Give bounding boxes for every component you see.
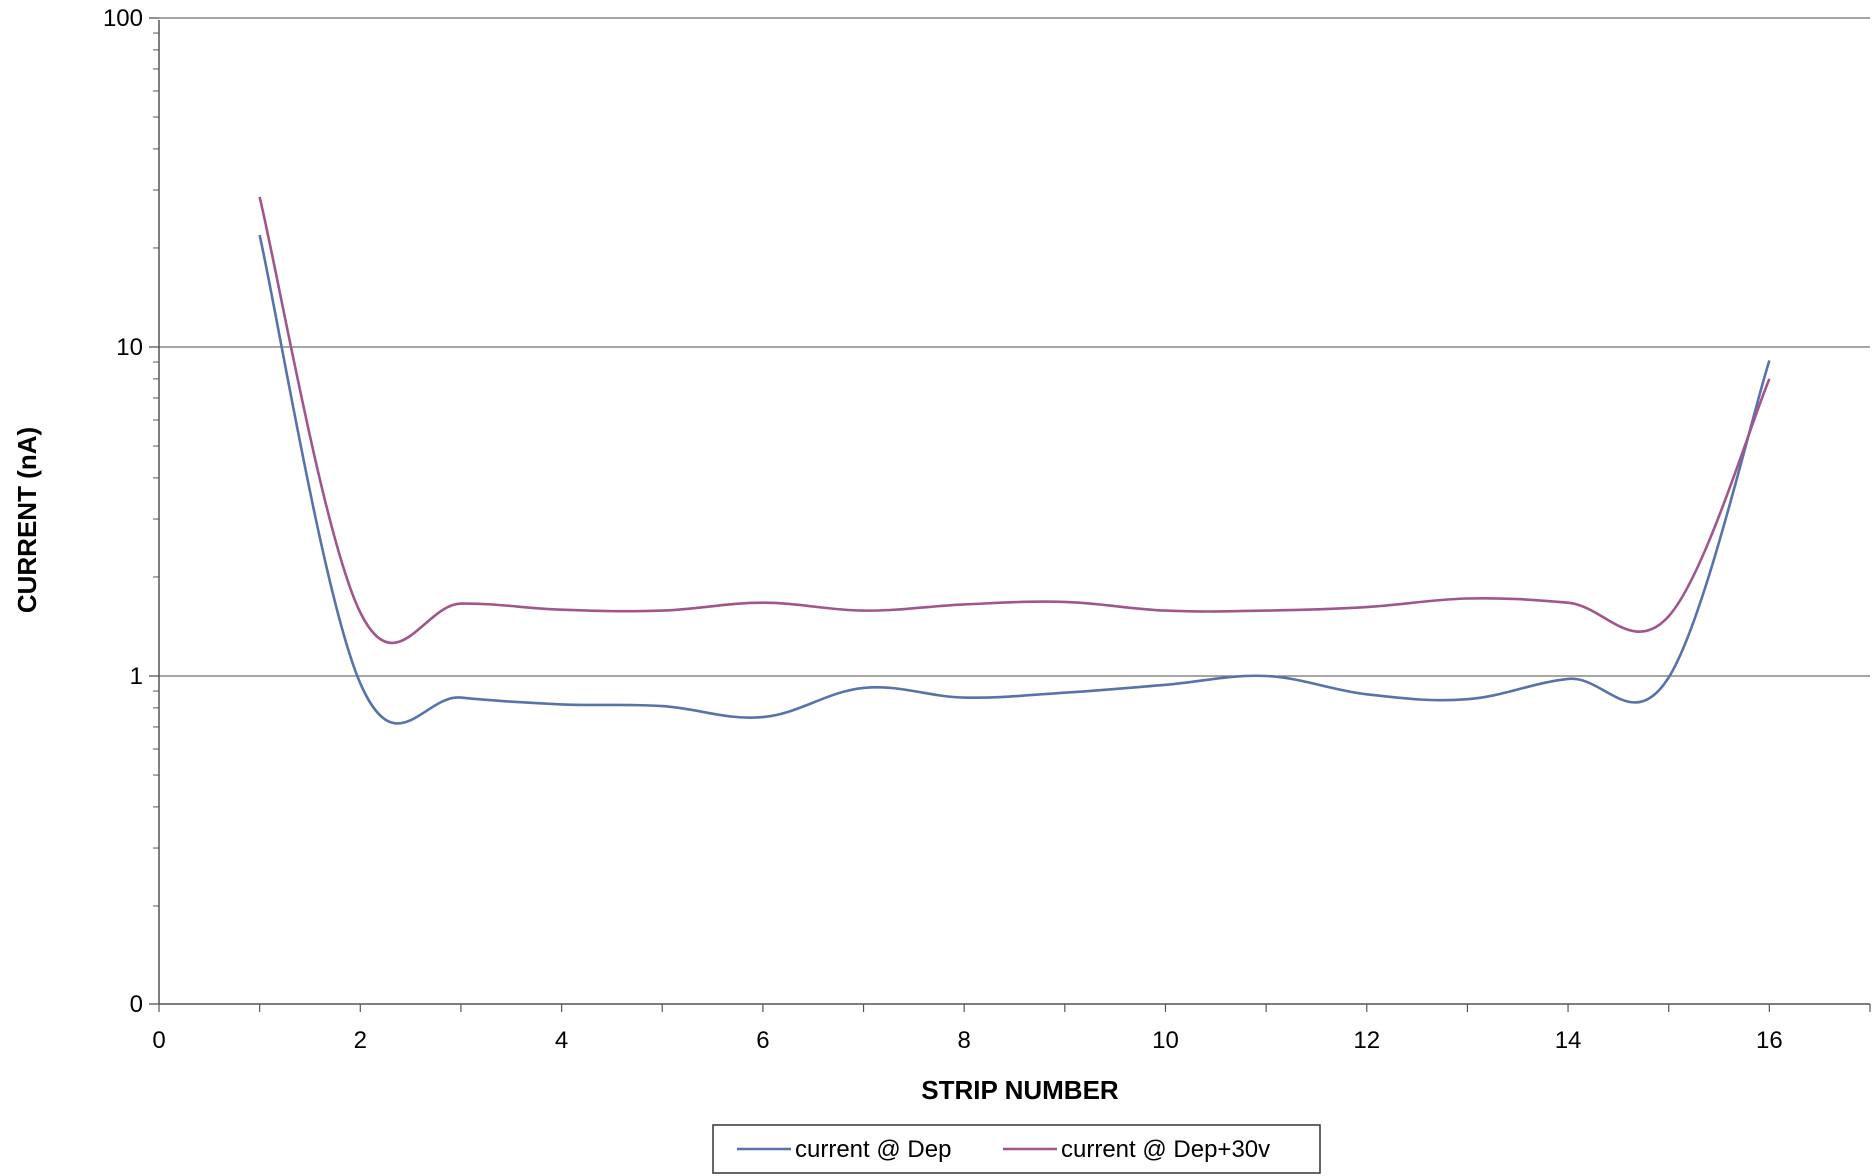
x-tick-label: 8 (957, 1027, 970, 1054)
x-tick-label: 0 (152, 1027, 165, 1054)
series-line-2 (260, 197, 1770, 643)
series-lines (260, 197, 1770, 724)
x-axis-title: STRIP NUMBER (921, 1075, 1119, 1105)
y-tick-label: 10 (116, 334, 143, 361)
x-tick-labels: 0 2 4 6 8 10 12 14 16 (152, 1027, 1782, 1054)
x-tick-label: 10 (1152, 1027, 1179, 1054)
y-tick-label: 0 (130, 991, 143, 1018)
x-tick-label: 12 (1353, 1027, 1380, 1054)
y-tick-label: 1 (130, 663, 143, 690)
legend-label-1: current @ Dep (795, 1136, 951, 1163)
gridlines (159, 18, 1870, 676)
legend: current @ Dep current @ Dep+30v (713, 1125, 1320, 1173)
x-tick-label: 2 (354, 1027, 367, 1054)
y-tick-label: 100 (103, 5, 143, 32)
series-line-1 (260, 235, 1770, 723)
x-tick-label: 6 (756, 1027, 769, 1054)
axes (149, 18, 1870, 1012)
x-tick-label: 14 (1555, 1027, 1582, 1054)
x-tick-label: 4 (555, 1027, 568, 1054)
legend-label-2: current @ Dep+30v (1061, 1136, 1270, 1163)
y-tick-labels: 0 1 10 100 (103, 5, 143, 1018)
y-axis-title: CURRENT (nA) (12, 427, 42, 613)
x-tick-label: 16 (1756, 1027, 1783, 1054)
